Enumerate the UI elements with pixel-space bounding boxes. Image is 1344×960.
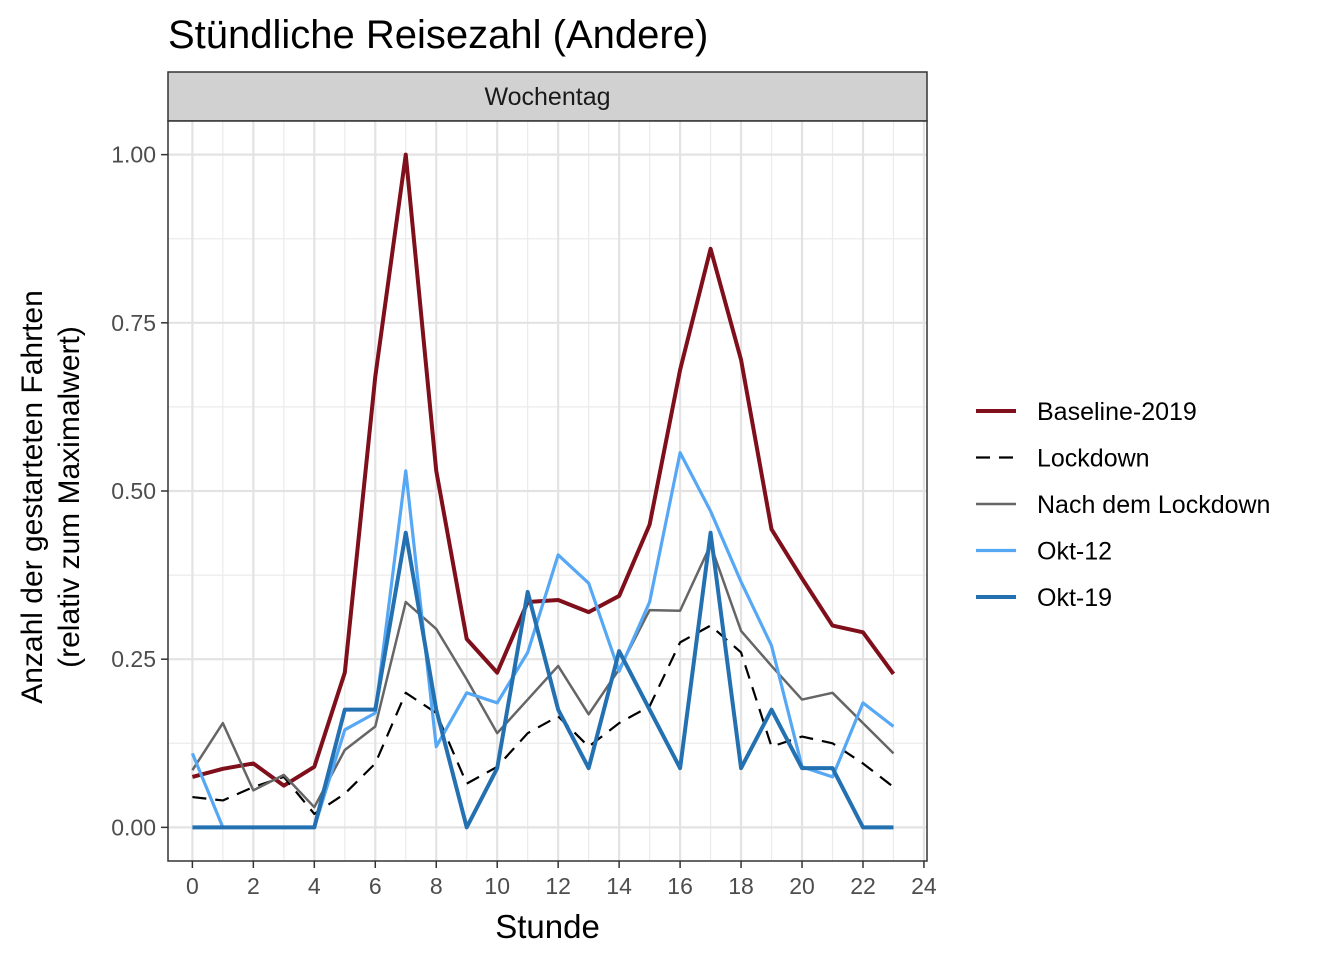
x-axis-title: Stunde bbox=[495, 908, 600, 945]
x-tick-label: 0 bbox=[186, 873, 199, 899]
legend-label: Lockdown bbox=[1037, 445, 1150, 473]
y-tick-label: 1.00 bbox=[111, 142, 156, 168]
facet-strip: Wochentag bbox=[167, 71, 928, 122]
series-layer bbox=[190, 152, 896, 830]
y-axis: 0.00 0.25 0.50 0.75 1.00 bbox=[111, 142, 168, 840]
legend: Baseline-2019 Lockdown Nach dem Lockdown Ok… bbox=[976, 398, 1270, 612]
x-tick-label: 12 bbox=[545, 873, 571, 899]
x-tick-label: 20 bbox=[789, 873, 815, 899]
y-tick-label: 0.25 bbox=[111, 646, 156, 672]
chart-title: Stündliche Reisezahl (Andere) bbox=[168, 13, 708, 57]
y-axis-title: Anzahl der gestarteten Fahrten (relativ … bbox=[16, 290, 86, 704]
series-line-okt-19 bbox=[192, 530, 894, 830]
y-tick-label: 0.50 bbox=[111, 478, 156, 504]
grid-major bbox=[168, 121, 927, 861]
facet-strip-box bbox=[167, 71, 928, 122]
legend-label: Okt-19 bbox=[1037, 584, 1112, 612]
y-axis-title-line-2: (relativ zum Maximalwert) bbox=[53, 326, 86, 668]
x-tick-label: 24 bbox=[911, 873, 937, 899]
facet-strip-label: Wochentag bbox=[484, 83, 610, 111]
x-tick-label: 6 bbox=[369, 873, 382, 899]
x-tick-label: 10 bbox=[484, 873, 510, 899]
x-tick-label: 22 bbox=[850, 873, 876, 899]
legend-label: Okt-12 bbox=[1037, 538, 1112, 566]
x-tick-label: 14 bbox=[606, 873, 632, 899]
series-line-lockdown bbox=[192, 624, 895, 816]
x-axis: 0 2 4 6 8 10 12 14 16 18 20 22 24 bbox=[186, 861, 937, 899]
legend-label: Nach dem Lockdown bbox=[1037, 491, 1270, 519]
y-axis-title-line-1: Anzahl der gestarteten Fahrten bbox=[16, 290, 49, 704]
x-tick-label: 16 bbox=[667, 873, 693, 899]
legend-label: Baseline-2019 bbox=[1037, 398, 1197, 426]
y-tick-label: 0.00 bbox=[111, 814, 156, 840]
y-tick-label: 0.75 bbox=[111, 310, 156, 336]
x-tick-label: 8 bbox=[430, 873, 443, 899]
x-tick-label: 4 bbox=[308, 873, 321, 899]
x-tick-label: 2 bbox=[247, 873, 260, 899]
x-tick-label: 18 bbox=[728, 873, 754, 899]
